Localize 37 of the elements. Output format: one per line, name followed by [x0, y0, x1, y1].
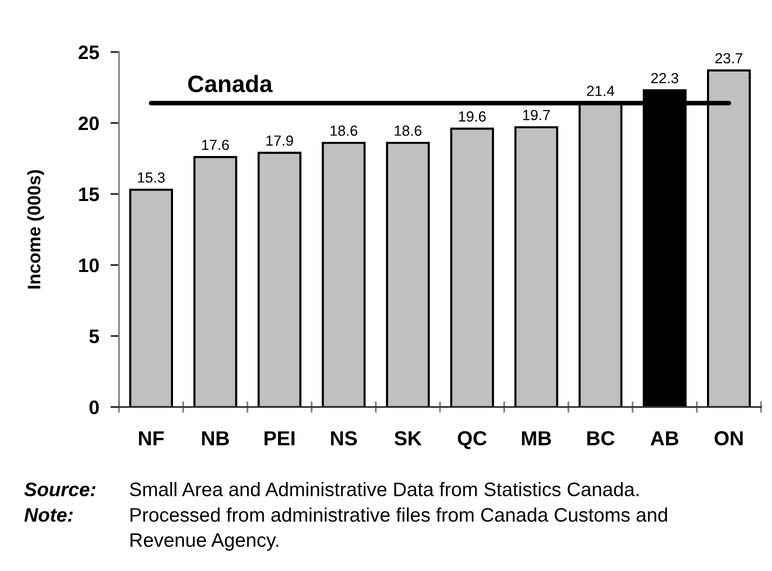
x-tick-label: ON — [714, 431, 743, 446]
x-tick-label: PEI — [264, 431, 294, 446]
x-tick-label: BC — [587, 431, 614, 446]
ref-line-label: Canada — [188, 74, 273, 92]
bar — [450, 128, 494, 407]
bar — [129, 188, 174, 407]
data-label: 18.6 — [394, 126, 422, 136]
bar — [514, 126, 558, 407]
y-tick-label: 5 — [89, 330, 100, 344]
text: Source: Small Area and Administrative Data from Statistics Canada. — [24, 482, 638, 496]
x-tick-label: AB — [650, 431, 678, 446]
data-label: 22.3 — [651, 72, 678, 84]
data-label: 17.9 — [266, 135, 293, 146]
y-tick-label: 10 — [79, 258, 99, 272]
y-axis-title: Income (000s) — [27, 170, 44, 288]
x-tick-label: SK — [394, 431, 422, 446]
data-label: 18.6 — [330, 126, 358, 136]
x-tick-label: NS — [331, 431, 357, 446]
data-label: 23.7 — [715, 53, 742, 64]
y-tick-label: 25 — [78, 45, 100, 60]
data-label: 19.7 — [523, 110, 550, 120]
text: Note: Processed from administrative files from Canada Customs and Revenue Agency. — [24, 508, 668, 551]
bar — [258, 152, 302, 407]
data-label: 19.6 — [459, 111, 486, 122]
data-label: 21.4 — [587, 86, 614, 96]
bar — [322, 142, 366, 407]
x-tick-label: NB — [202, 431, 229, 446]
y-tick-label: 0 — [90, 400, 99, 414]
bar — [193, 156, 238, 407]
x-tick-label: QC — [458, 431, 487, 450]
x-tick-label: NF — [139, 431, 164, 446]
y-tick-label: 15 — [79, 188, 100, 202]
data-label: 17.6 — [202, 140, 229, 150]
y-tick-label: 20 — [78, 116, 99, 130]
bar — [386, 142, 430, 407]
x-tick-label: MB — [522, 431, 552, 446]
data-label: 15.3 — [138, 172, 165, 183]
